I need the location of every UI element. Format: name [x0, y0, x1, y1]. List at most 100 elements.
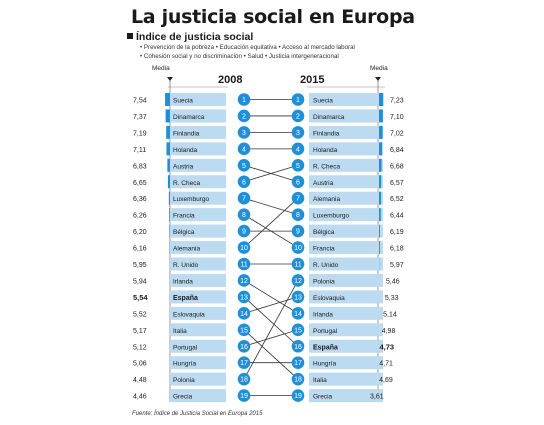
- rank-number-2008: 4: [242, 146, 246, 153]
- rank-circle-2015: [291, 175, 305, 189]
- value-label-2008: 6,26: [133, 213, 147, 220]
- rank-number-2015: 2: [296, 113, 300, 120]
- value-label-2008: 4,46: [133, 394, 147, 401]
- country-label-2008: Polonia: [173, 377, 195, 384]
- rank-circle-2008: [237, 290, 251, 304]
- rank-circle-2015: [291, 307, 305, 320]
- criteria-line-1: • Prevención de la pobreza • Educación e…: [140, 44, 355, 51]
- bar-2008-value: [165, 93, 170, 106]
- country-label-2015: Italia: [313, 377, 327, 384]
- value-label-2015: 6,84: [390, 147, 404, 154]
- rank-number-2008: 19: [240, 393, 248, 400]
- value-label-2015: 6,19: [390, 229, 404, 236]
- rank-number-2015: 14: [294, 311, 302, 318]
- rank-circle-2008: [237, 109, 251, 123]
- rank-number-2015: 15: [294, 327, 302, 334]
- value-label-2015: 6,68: [390, 163, 404, 170]
- bar-2008-band: [170, 142, 226, 156]
- value-label-2015: 3,61: [370, 394, 384, 401]
- bar-2015-band: [309, 356, 383, 370]
- bar-2008-band: [170, 125, 226, 139]
- rank-circle-2008: [237, 142, 251, 156]
- rank-number-2008: 9: [242, 229, 246, 236]
- rank-number-2015: 11: [294, 262, 301, 269]
- country-label-2015: Dinamarca: [313, 114, 345, 121]
- rank-number-2015: 10: [294, 245, 302, 252]
- chart-subtitle: Índice de justicia social: [127, 31, 253, 43]
- bar-2015-band: [309, 306, 383, 320]
- rank-number-2008: 12: [240, 278, 248, 285]
- country-label-2015: Luxemburgo: [313, 213, 350, 220]
- rank-circle-2015: [291, 274, 305, 287]
- bar-2008-band: [170, 109, 226, 123]
- rank-circle-2008: [237, 389, 251, 402]
- country-label-2008: Eslovaquia: [173, 311, 205, 318]
- rank-number-2015: 3: [296, 130, 300, 137]
- bar-2008-value: [167, 175, 170, 189]
- media-label-left: Media: [152, 65, 170, 72]
- value-label-2008: 6,20: [133, 229, 147, 236]
- rank-circle-2008: [237, 208, 251, 221]
- bar-2015-value: [379, 142, 383, 156]
- rank-number-2008: 8: [242, 212, 246, 219]
- rank-number-2008: 14: [240, 311, 248, 318]
- bar-2008-band: [170, 241, 226, 255]
- value-label-2008: 5,17: [133, 328, 147, 335]
- bar-2015-band: [309, 290, 383, 304]
- bar-2008-band: [170, 93, 226, 106]
- rank-circle-2008: [237, 257, 251, 271]
- country-label-2008: Dinamarca: [173, 114, 205, 121]
- country-label-2008: Suecia: [173, 98, 193, 105]
- bar-2008-value: [166, 125, 170, 139]
- country-label-2008: Irlanda: [173, 278, 193, 285]
- country-label-2015: Finlandia: [313, 130, 340, 137]
- value-label-2015: 5,14: [383, 311, 397, 318]
- rank-number-2008: 15: [240, 327, 248, 334]
- rank-circle-2015: [291, 372, 305, 386]
- bar-2008-band: [170, 306, 226, 320]
- rank-number-2008: 10: [240, 245, 248, 252]
- country-label-2008: España: [173, 295, 198, 302]
- rank-circle-2008: [237, 356, 251, 370]
- rank-circle-2008: [237, 126, 251, 139]
- source-note: Fuente: Índice de Justicia Social en Eur…: [132, 411, 263, 417]
- rank-circle-2015: [291, 323, 305, 337]
- rank-number-2015: 6: [296, 179, 300, 186]
- bar-2015-band: [309, 175, 383, 189]
- rank-circle-2015: [291, 241, 305, 254]
- bar-2015-band: [309, 389, 383, 403]
- country-label-2015: Eslovaquia: [313, 295, 345, 302]
- bar-2015-band: [309, 372, 383, 386]
- rank-connector: [243, 197, 299, 248]
- bar-2015-band: [309, 339, 383, 353]
- rank-number-2008: 17: [240, 360, 248, 367]
- rank-connector: [243, 329, 299, 347]
- bar-2015-band: [309, 224, 383, 238]
- rank-number-2008: 11: [240, 262, 247, 269]
- bar-2008-band: [170, 191, 226, 205]
- country-label-2015: Austria: [313, 180, 334, 187]
- country-label-2008: Bélgica: [173, 229, 195, 236]
- rank-number-2008: 6: [242, 179, 246, 186]
- bar-2015-band: [309, 323, 383, 337]
- mean-marker-2015-icon: [375, 77, 381, 81]
- rank-connector: [243, 296, 299, 314]
- rank-circle-2008: [237, 175, 251, 189]
- value-label-2008: 6,16: [133, 246, 147, 253]
- rank-circle-2015: [291, 290, 305, 304]
- country-label-2015: Suecia: [313, 98, 333, 105]
- value-label-2015: 6,57: [390, 180, 404, 187]
- bar-2008-band: [170, 158, 226, 172]
- country-label-2008: R. Unido: [173, 262, 199, 269]
- rank-circle-2008: [237, 191, 251, 205]
- bar-2015-value: [379, 208, 381, 222]
- value-label-2008: 5,52: [133, 311, 147, 318]
- rank-circle-2015: [291, 159, 305, 172]
- value-label-2015: 7,10: [390, 114, 404, 121]
- bar-2008-value: [166, 142, 170, 156]
- country-label-2015: Irlanda: [313, 311, 333, 318]
- rank-circle-2008: [237, 274, 251, 287]
- country-label-2015: Bélgica: [313, 229, 335, 236]
- value-label-2008: 6,65: [133, 180, 147, 187]
